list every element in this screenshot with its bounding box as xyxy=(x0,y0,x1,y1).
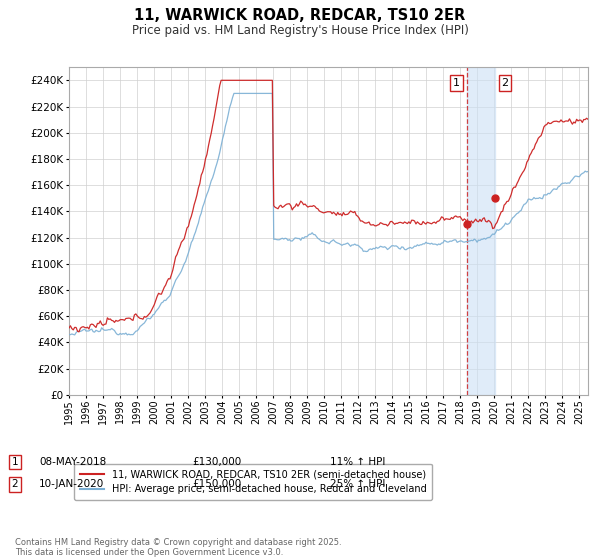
Text: 1: 1 xyxy=(453,78,460,88)
Text: 25% ↑ HPI: 25% ↑ HPI xyxy=(330,479,385,489)
Bar xyxy=(467,67,495,395)
Text: 10-JAN-2020: 10-JAN-2020 xyxy=(39,479,104,489)
Text: 08-MAY-2018: 08-MAY-2018 xyxy=(39,457,106,467)
Text: Price paid vs. HM Land Registry's House Price Index (HPI): Price paid vs. HM Land Registry's House … xyxy=(131,24,469,36)
Legend: 11, WARWICK ROAD, REDCAR, TS10 2ER (semi-detached house), HPI: Average price, se: 11, WARWICK ROAD, REDCAR, TS10 2ER (semi… xyxy=(74,464,433,500)
Text: 11% ↑ HPI: 11% ↑ HPI xyxy=(330,457,385,467)
Text: 11, WARWICK ROAD, REDCAR, TS10 2ER: 11, WARWICK ROAD, REDCAR, TS10 2ER xyxy=(134,8,466,24)
Point xyxy=(462,220,472,229)
Point xyxy=(490,194,500,203)
Text: £150,000: £150,000 xyxy=(192,479,241,489)
Text: 2: 2 xyxy=(11,479,19,489)
Text: 2: 2 xyxy=(502,78,509,88)
Text: Contains HM Land Registry data © Crown copyright and database right 2025.
This d: Contains HM Land Registry data © Crown c… xyxy=(15,538,341,557)
Text: 1: 1 xyxy=(11,457,19,467)
Text: £130,000: £130,000 xyxy=(192,457,241,467)
